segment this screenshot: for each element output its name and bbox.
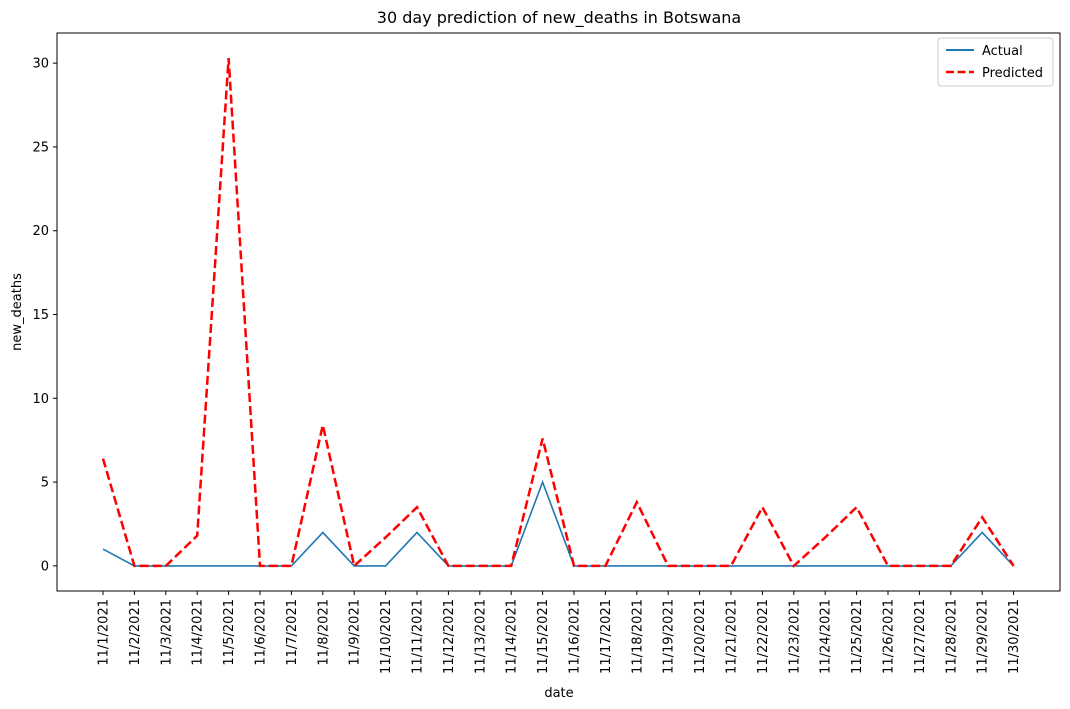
- legend-label-predicted: Predicted: [982, 66, 1043, 81]
- x-tick-label: 11/9/2021: [348, 599, 363, 666]
- y-tick-label: 15: [32, 308, 49, 323]
- x-tick-label: 11/6/2021: [254, 599, 269, 666]
- x-axis: 11/1/2021 11/2/2021 11/3/2021 11/4/2021 11/5…: [97, 591, 1022, 674]
- x-tick-label: 11/2/2021: [128, 599, 143, 666]
- x-axis-label: date: [544, 686, 573, 701]
- x-tick-label: 11/3/2021: [159, 599, 174, 666]
- y-tick-label: 20: [32, 224, 49, 239]
- x-tick-label: 11/12/2021: [442, 599, 457, 674]
- x-tick-label: 11/14/2021: [505, 599, 520, 674]
- x-tick-label: 11/1/2021: [97, 599, 112, 666]
- y-axis: 0 5 10 15 20 25 30: [32, 57, 57, 574]
- x-tick-label: 11/25/2021: [850, 599, 865, 674]
- x-tick-label: 11/15/2021: [536, 599, 551, 674]
- series-lines: [101, 58, 1015, 569]
- x-tick-label: 11/7/2021: [285, 599, 300, 666]
- x-tick-label: 11/18/2021: [630, 599, 645, 674]
- legend-label-actual: Actual: [982, 44, 1023, 59]
- chart-title: 30 day prediction of new_deaths in Botsw…: [377, 8, 741, 28]
- x-tick-label: 11/20/2021: [693, 599, 708, 674]
- x-tick-label: 11/28/2021: [944, 599, 959, 674]
- x-tick-label: 11/10/2021: [379, 599, 394, 674]
- x-tick-label: 11/21/2021: [725, 599, 740, 674]
- series-line-actual: [102, 479, 1015, 567]
- y-tick-label: 25: [32, 140, 49, 155]
- x-tick-label: 11/19/2021: [662, 599, 677, 674]
- x-tick-label: 11/17/2021: [599, 599, 614, 674]
- series-line-predicted: [101, 58, 1015, 569]
- y-tick-label: 30: [32, 57, 49, 72]
- x-tick-label: 11/29/2021: [976, 599, 991, 674]
- x-tick-label: 11/16/2021: [568, 599, 583, 674]
- x-tick-label: 11/5/2021: [222, 599, 237, 666]
- x-tick-label: 11/11/2021: [411, 599, 426, 674]
- y-tick-label: 10: [32, 392, 49, 407]
- y-axis-label: new_deaths: [10, 273, 25, 351]
- x-tick-label: 11/4/2021: [191, 599, 206, 666]
- x-tick-label: 11/22/2021: [756, 599, 771, 674]
- plot-area: [56, 32, 1061, 592]
- y-tick-label: 0: [41, 559, 49, 574]
- legend: Actual Predicted: [937, 37, 1054, 87]
- x-tick-label: 11/26/2021: [882, 599, 897, 674]
- x-tick-label: 11/23/2021: [787, 599, 802, 674]
- y-tick-label: 5: [41, 476, 49, 491]
- x-tick-label: 11/27/2021: [913, 599, 928, 674]
- x-tick-label: 11/30/2021: [1007, 599, 1022, 674]
- x-tick-label: 11/8/2021: [316, 599, 331, 666]
- x-tick-label: 11/24/2021: [819, 599, 834, 674]
- x-tick-label: 11/13/2021: [473, 599, 488, 674]
